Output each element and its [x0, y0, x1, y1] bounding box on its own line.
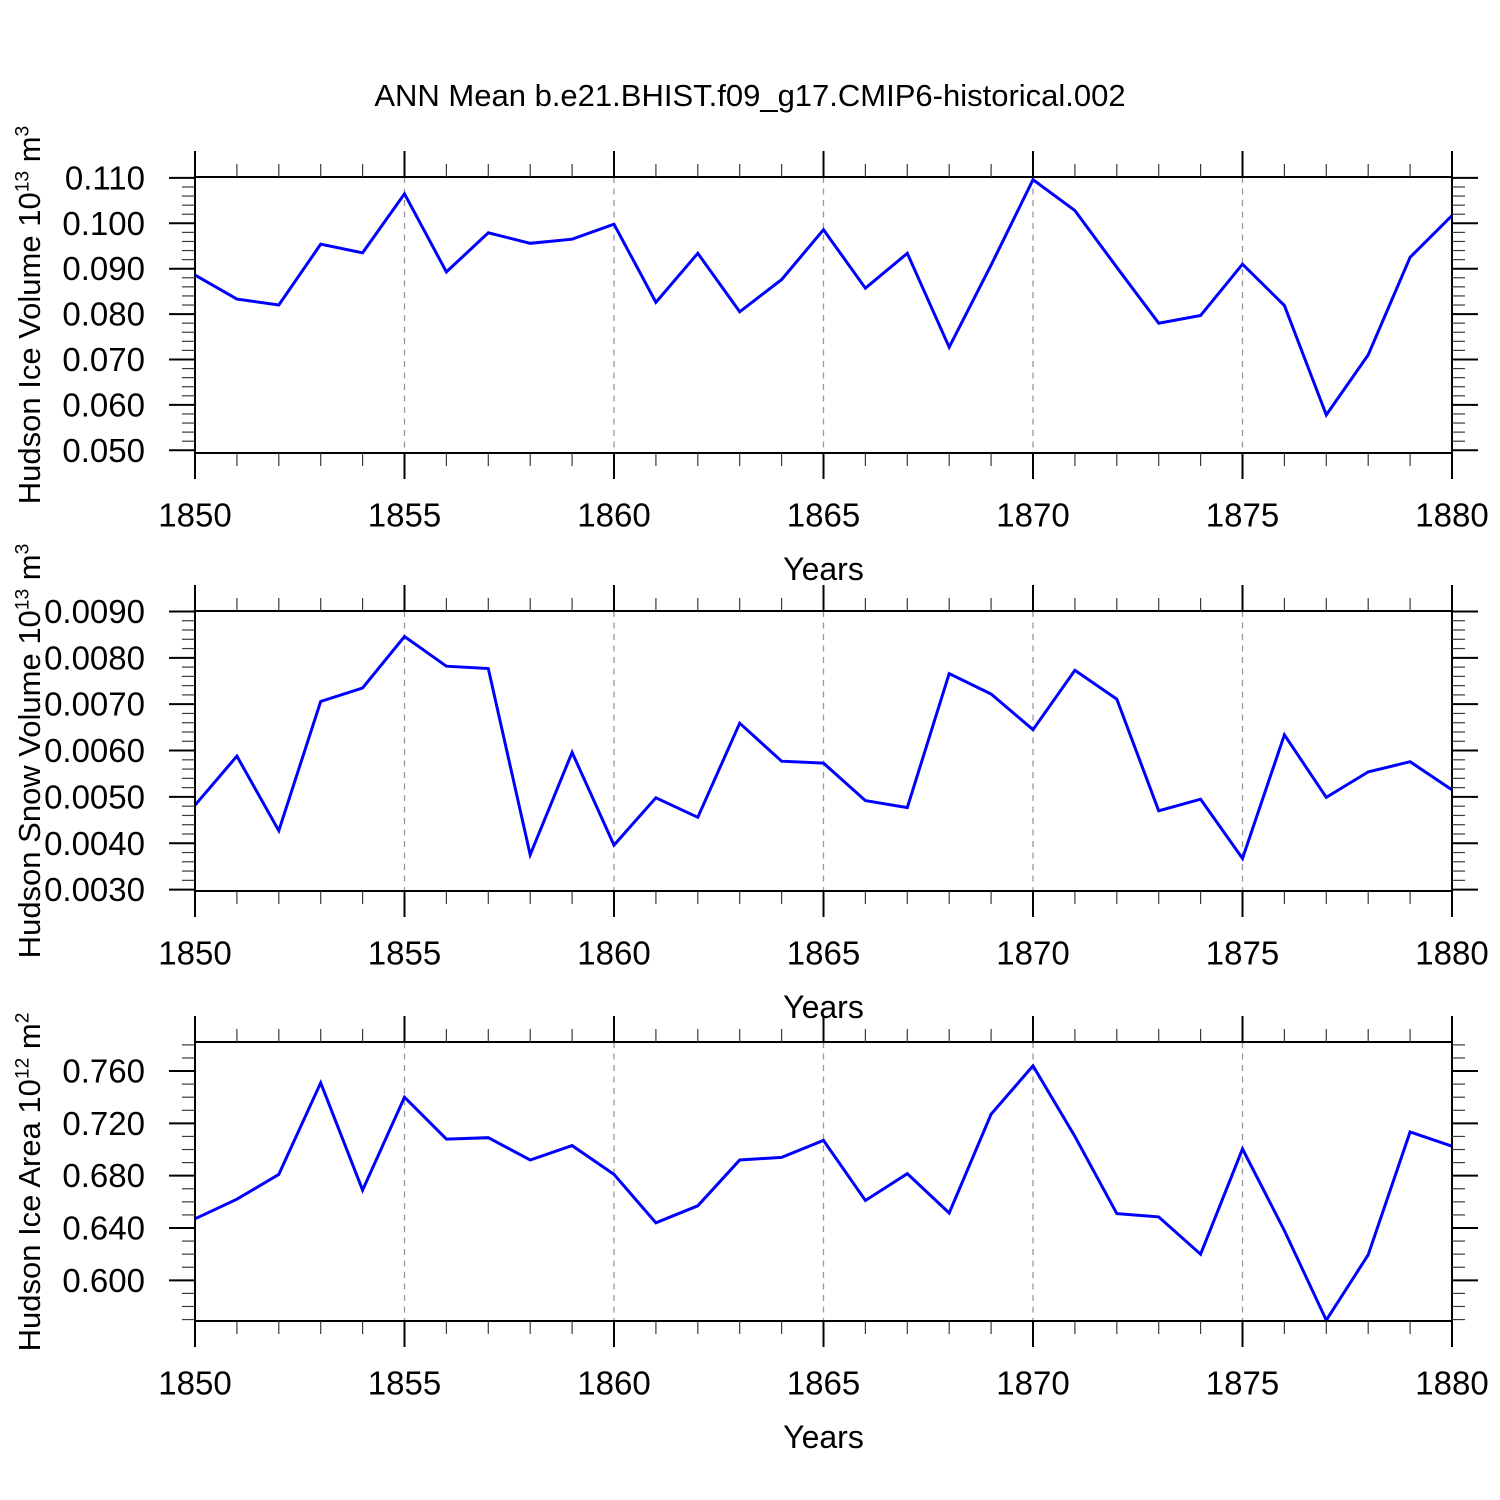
- x-tick-label: 1875: [1206, 1365, 1279, 1402]
- x-tick-label: 1860: [577, 935, 650, 972]
- x-tick-label: 1880: [1415, 1365, 1488, 1402]
- y-tick-label: 0.100: [62, 205, 145, 242]
- panel-hudson-snow-volume-chart: 0.0030 0.0040 0.0050 0.0060 0.0070 0.0080 0.00…: [44, 585, 1489, 1025]
- y-tick-label: 0.050: [62, 432, 145, 469]
- y-tick-label: 0.0040: [44, 825, 145, 862]
- x-tick-label: 1870: [996, 935, 1069, 972]
- y-tick-label: 0.090: [62, 250, 145, 287]
- y-tick-label: 0.0050: [44, 778, 145, 815]
- y-tick-label: 0.720: [62, 1105, 145, 1142]
- y-tick-label: 0.640: [62, 1210, 145, 1247]
- panel-hudson-ice-volume-chart: 0.050 0.060 0.070 0.080 0.090 0.100 0.110 1850 1…: [62, 151, 1489, 587]
- x-tick-label: 1850: [158, 935, 231, 972]
- hudson-snow-volume-series-line: [193, 634, 1453, 862]
- y-tick-label: 0.680: [62, 1157, 145, 1194]
- y-tick-label: 0.0090: [44, 593, 145, 630]
- x-tick-label: 1850: [158, 1365, 231, 1402]
- x-axis-title: Years: [783, 1419, 864, 1455]
- x-tick-label: 1875: [1206, 935, 1279, 972]
- x-tick-label: 1860: [577, 1365, 650, 1402]
- x-tick-label: 1865: [787, 497, 860, 534]
- x-tick-label: 1880: [1415, 497, 1488, 534]
- y-tick-label: 0.080: [62, 296, 145, 333]
- y-tick-label: 0.0030: [44, 871, 145, 908]
- panel-hudson-ice-area-chart: 0.600 0.640 0.680 0.720 0.760 1850 1855 1860 186…: [62, 1016, 1489, 1455]
- y-tick-label: 0.600: [62, 1262, 145, 1299]
- y-tick-label: 0.060: [62, 386, 145, 423]
- y-tick-label: 0.110: [65, 159, 145, 196]
- hudson-ice-volume-series-line: [194, 177, 1454, 419]
- x-tick-label: 1855: [368, 497, 441, 534]
- x-tick-label: 1870: [996, 497, 1069, 534]
- x-tick-label: 1870: [996, 1365, 1069, 1402]
- x-tick-label: 1875: [1206, 497, 1279, 534]
- figure-title: ANN Mean b.e21.BHIST.f09_g17.CMIP6-histo…: [374, 78, 1126, 113]
- y-tick-label: 0.070: [62, 341, 145, 378]
- hudson-ice-area-series-line: [194, 1063, 1453, 1324]
- x-tick-label: 1855: [368, 1365, 441, 1402]
- x-tick-label: 1865: [787, 1365, 860, 1402]
- y-tick-label: 0.0060: [44, 732, 145, 769]
- x-tick-label: 1855: [368, 935, 441, 972]
- y-tick-label: 0.760: [62, 1053, 145, 1090]
- x-tick-label: 1865: [787, 935, 860, 972]
- x-tick-label: 1880: [1415, 935, 1488, 972]
- x-tick-label: 1860: [577, 497, 650, 534]
- y-tick-label: 0.0070: [44, 686, 145, 723]
- y-tick-label: 0.0080: [44, 639, 145, 676]
- x-axis-title: Years: [783, 551, 864, 587]
- x-tick-label: 1850: [158, 497, 231, 534]
